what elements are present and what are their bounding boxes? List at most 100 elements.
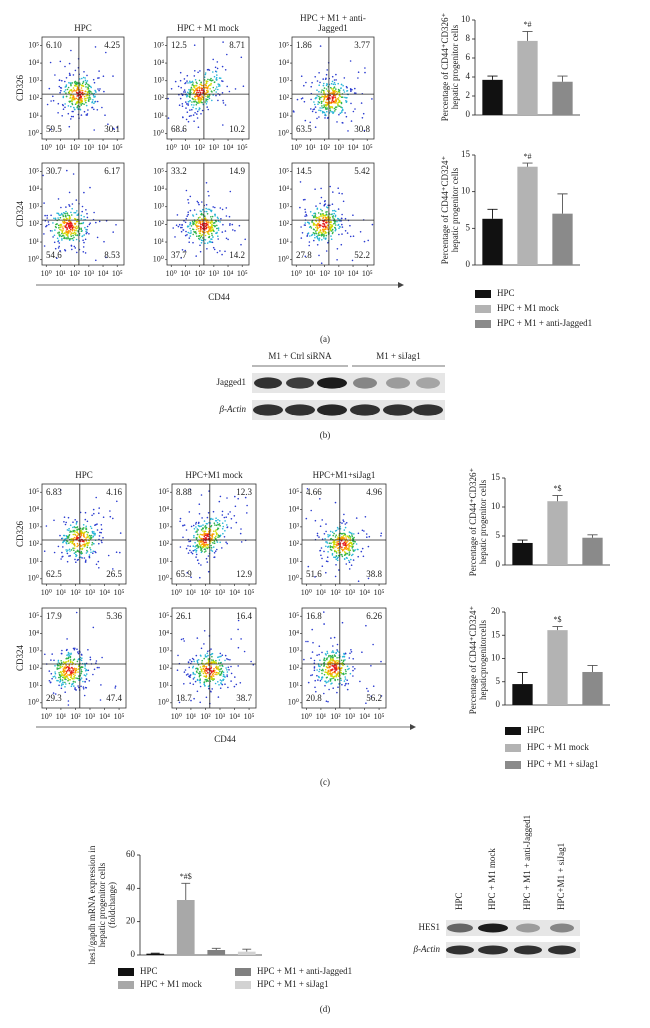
event-dot — [214, 213, 216, 216]
y-tick-label: 10¹ — [289, 680, 300, 689]
event-dot — [217, 220, 220, 222]
event-dot — [71, 102, 73, 105]
event-dot — [311, 233, 314, 236]
event-dot — [83, 103, 85, 105]
event-dot — [318, 221, 321, 223]
event-dot — [218, 85, 220, 87]
event-dot — [333, 675, 336, 678]
event-dot — [207, 225, 210, 227]
event-dot — [337, 82, 340, 85]
error-bar — [552, 494, 563, 502]
event-dot — [199, 70, 201, 72]
event-dot — [200, 210, 202, 213]
event-dot — [185, 230, 187, 233]
event-dot — [66, 218, 68, 220]
event-dot — [195, 654, 198, 657]
event-dot — [64, 212, 66, 215]
event-dot — [93, 512, 95, 515]
x-tick-label: 10² — [319, 269, 330, 278]
event-dot — [304, 198, 306, 201]
event-dot — [209, 667, 212, 670]
event-dot — [70, 233, 72, 236]
event-dot — [326, 652, 329, 654]
event-dot — [54, 671, 56, 673]
event-dot — [361, 651, 363, 653]
event-dot — [219, 495, 222, 498]
event-dot — [199, 701, 201, 704]
y-tick-label: 10 — [461, 14, 471, 24]
event-dot — [237, 619, 240, 622]
row-label: Jagged1 — [217, 377, 247, 387]
event-dot — [80, 677, 83, 679]
event-dot — [189, 674, 192, 676]
event-dot — [43, 202, 45, 204]
event-dot — [211, 677, 214, 680]
event-dot — [343, 558, 346, 560]
event-dot — [227, 238, 229, 241]
event-dot — [337, 224, 339, 226]
event-dot — [350, 651, 353, 653]
event-dot — [352, 675, 354, 677]
event-dot — [345, 522, 348, 524]
event-dot — [206, 101, 208, 103]
event-dot — [319, 226, 321, 228]
event-dot — [58, 231, 60, 233]
event-dot — [313, 228, 316, 231]
event-dot — [83, 241, 85, 244]
event-dot — [83, 694, 86, 697]
event-dot — [221, 547, 223, 549]
event-dot — [207, 538, 209, 540]
event-dot — [194, 112, 196, 114]
event-dot — [206, 248, 208, 250]
x-tick-label: 10⁵ — [244, 712, 255, 721]
y-tick-label: 10³ — [289, 522, 300, 531]
event-dot — [345, 540, 347, 543]
event-dot — [319, 202, 321, 205]
event-dot — [86, 74, 88, 77]
event-dot — [211, 241, 214, 244]
event-dot — [49, 230, 52, 232]
event-dot — [187, 673, 189, 675]
event-dot — [190, 104, 193, 106]
event-dot — [192, 114, 195, 116]
event-dot — [329, 97, 331, 100]
event-dot — [227, 658, 229, 661]
event-dot — [83, 535, 85, 538]
event-dot — [331, 677, 333, 680]
blot-band — [317, 404, 347, 416]
event-dot — [99, 531, 101, 534]
event-dot — [188, 241, 190, 243]
event-dot — [68, 682, 71, 685]
event-dot — [219, 524, 221, 527]
event-dot — [320, 547, 323, 549]
row-label: β-Actin — [413, 944, 441, 954]
event-dot — [329, 534, 331, 536]
event-dot — [177, 225, 180, 228]
legend-swatch — [475, 290, 491, 298]
plot-frame — [291, 36, 375, 140]
quadrant-value: 54.6 — [46, 250, 62, 260]
quadrant-value: 33.2 — [171, 166, 187, 176]
quadrant-value: 4.16 — [106, 487, 122, 497]
quadrant-value: 29.3 — [46, 693, 62, 703]
event-dot — [326, 226, 328, 228]
event-dot — [304, 224, 307, 226]
event-dot — [195, 526, 197, 528]
event-dot — [357, 71, 360, 73]
event-dot — [209, 673, 212, 675]
event-dot — [335, 550, 338, 553]
event-dot — [345, 97, 347, 99]
event-dot — [76, 531, 79, 533]
event-dot — [197, 668, 199, 671]
significance-label: *# — [524, 20, 532, 29]
y-tick-label: 10⁴ — [153, 184, 164, 193]
event-dot — [200, 223, 202, 225]
event-dot — [320, 187, 322, 190]
event-dot — [199, 674, 202, 676]
event-dot — [229, 659, 231, 661]
event-dot — [221, 80, 223, 82]
error-bar — [181, 882, 191, 900]
event-dot — [323, 235, 325, 238]
event-dot — [343, 520, 345, 523]
event-dot — [65, 237, 68, 239]
